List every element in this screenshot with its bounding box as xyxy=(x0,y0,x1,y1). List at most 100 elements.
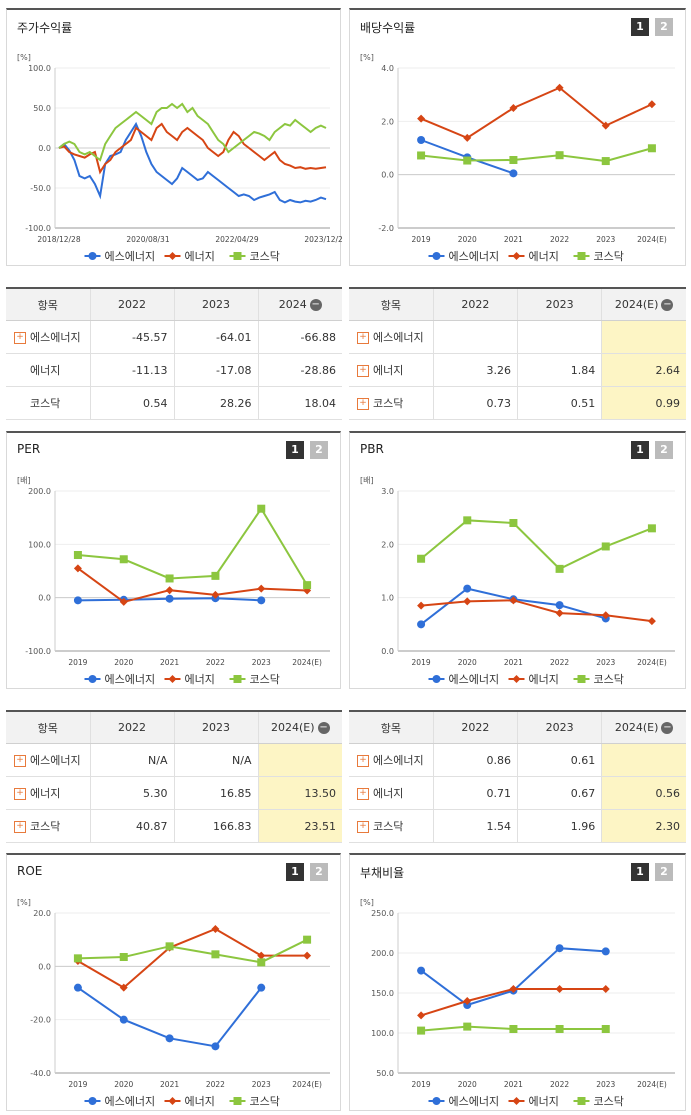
panel-title: 부채비율 xyxy=(360,866,405,880)
tab-1[interactable]: 1 xyxy=(631,441,649,459)
data-point xyxy=(417,1026,426,1035)
y-tick-label: 0.0 xyxy=(381,171,394,180)
expand-icon[interactable]: + xyxy=(14,332,26,344)
column-header-label: 2024(E) xyxy=(614,721,659,734)
collapse-icon[interactable]: − xyxy=(661,722,674,734)
row-label: 코스닥 xyxy=(373,397,404,410)
value-cell: 28.26 xyxy=(173,386,258,420)
series-line-2 xyxy=(77,567,308,604)
expand-icon[interactable]: + xyxy=(14,821,26,833)
value-cell: 0.56 xyxy=(601,776,686,810)
value-cell: -11.13 xyxy=(89,353,174,387)
table-row: 코스닥 0.54 28.26 18.04 xyxy=(6,386,342,420)
value-cell: 0.86 xyxy=(432,743,518,777)
tab-2[interactable]: 2 xyxy=(310,441,328,459)
data-point xyxy=(647,144,656,153)
expand-icon[interactable]: + xyxy=(357,398,369,410)
expand-icon[interactable]: + xyxy=(357,821,369,833)
expand-icon[interactable]: + xyxy=(14,788,26,800)
x-tick-label: 2023/12/28 xyxy=(304,235,342,244)
table-row: + 코스닥 0.73 0.51 0.99 xyxy=(349,386,686,420)
row-label-cell: 코스닥 xyxy=(6,386,90,420)
legend-marker xyxy=(512,675,521,683)
value-cell: 23.51 xyxy=(257,809,342,843)
x-tick-label: 2020/08/31 xyxy=(126,235,169,244)
x-tick-label: 2020 xyxy=(458,1080,477,1089)
collapse-icon[interactable]: − xyxy=(317,722,330,734)
row-label-cell: + 에스에너지 xyxy=(6,320,90,354)
data-point xyxy=(601,542,610,551)
panel-title: 주가수익률 xyxy=(17,21,73,35)
tab-2[interactable]: 2 xyxy=(655,441,673,459)
x-tick-label: 2021 xyxy=(504,235,523,244)
column-header-label: 2024(E) xyxy=(614,298,659,311)
data-point xyxy=(509,104,518,112)
series-line-2 xyxy=(420,599,653,623)
legend-marker xyxy=(577,675,586,683)
tab-2[interactable]: 2 xyxy=(655,863,673,881)
y-unit-label: [%] xyxy=(17,898,31,907)
legend-label: 코스닥 xyxy=(594,1095,624,1108)
expand-icon[interactable]: + xyxy=(357,332,369,344)
tab-1[interactable]: 1 xyxy=(631,18,649,36)
data-point xyxy=(303,951,312,960)
dividend-yield-table: 항목 2022 2023 2024(E) − + 에스에너지 + 에너지 3.26 1.84 2.64… xyxy=(349,287,686,420)
table-row: + 에너지 5.30 16.85 13.50 xyxy=(6,776,342,810)
legend-marker xyxy=(88,675,97,683)
y-tick-label: 100.0 xyxy=(371,1029,394,1038)
x-tick-label: 2018/12/28 xyxy=(37,235,80,244)
x-tick-label: 2019 xyxy=(412,658,431,667)
row-label: 에스에너지 xyxy=(30,754,81,767)
data-point xyxy=(119,983,128,992)
series-line-1 xyxy=(420,587,607,626)
legend-label: 코스닥 xyxy=(594,673,624,686)
row-label-cell: + 코스닥 xyxy=(349,386,434,420)
legend-marker xyxy=(432,1097,441,1105)
legend-marker xyxy=(88,1097,97,1105)
expand-icon[interactable]: + xyxy=(357,788,369,800)
expand-icon[interactable]: + xyxy=(14,755,26,767)
series-line-3 xyxy=(77,938,308,964)
tab-1[interactable]: 1 xyxy=(286,863,304,881)
panel-title: PBR xyxy=(360,442,384,456)
series-line-3 xyxy=(420,147,653,163)
value-cell xyxy=(516,320,602,354)
series-line-3 xyxy=(420,519,653,571)
y-tick-label: -20.0 xyxy=(30,1016,51,1025)
y-tick-label: -40.0 xyxy=(30,1069,51,1078)
tab-2[interactable]: 2 xyxy=(310,863,328,881)
collapse-icon[interactable]: − xyxy=(661,299,674,311)
tab-1[interactable]: 1 xyxy=(286,441,304,459)
expand-icon[interactable]: + xyxy=(357,365,369,377)
data-point xyxy=(555,1025,564,1033)
expand-icon[interactable]: + xyxy=(357,755,369,767)
data-point xyxy=(303,935,312,944)
value-cell: 0.71 xyxy=(432,776,518,810)
data-point xyxy=(211,925,220,933)
data-point xyxy=(601,121,610,130)
value-cell: 0.51 xyxy=(516,386,602,420)
data-point xyxy=(417,1011,426,1020)
data-point xyxy=(165,942,174,951)
x-tick-label: 2023 xyxy=(252,1080,271,1089)
column-header-label: 항목 xyxy=(37,721,58,735)
debt-ratio-chart: [%] 250.0 200.0 150.0 100.0 50.0 2019 2020 2021 2… xyxy=(360,898,675,1108)
tab-1[interactable]: 1 xyxy=(631,863,649,881)
y-tick-label: 50.0 xyxy=(33,104,51,113)
collapse-icon[interactable]: − xyxy=(309,299,322,311)
legend-marker xyxy=(512,1097,521,1105)
data-point xyxy=(601,947,610,956)
data-point xyxy=(165,586,174,595)
series-line-3 xyxy=(77,506,308,586)
value-cell: 0.73 xyxy=(432,386,518,420)
series-line-1 xyxy=(420,947,606,1007)
data-point xyxy=(119,555,128,564)
y-unit-label: [%] xyxy=(17,53,31,62)
legend-label: 에너지 xyxy=(185,1095,215,1108)
column-header-label: 2024 xyxy=(278,298,307,311)
data-point xyxy=(257,584,266,593)
tab-2[interactable]: 2 xyxy=(655,18,673,36)
legend-marker xyxy=(233,1097,242,1105)
y-tick-label: 2.0 xyxy=(381,540,394,549)
